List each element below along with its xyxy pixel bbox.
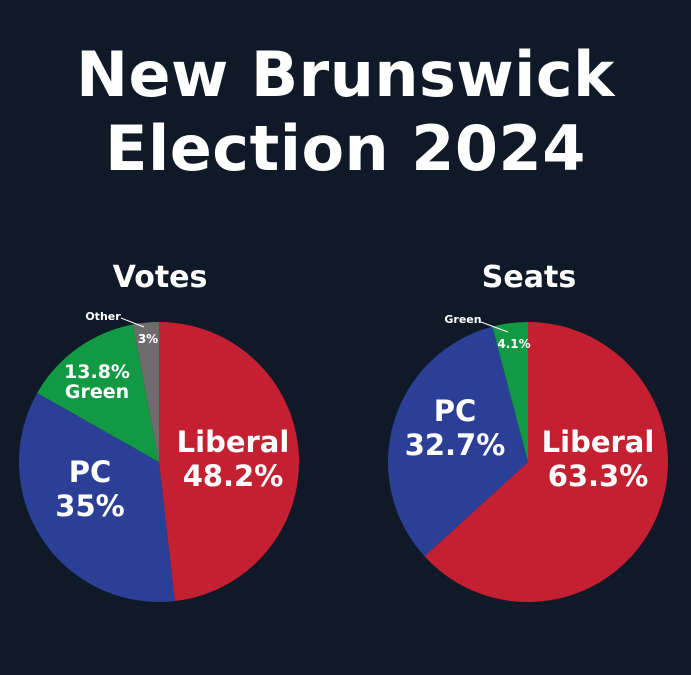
votes-label-green-value: 13.8% [64,361,130,383]
votes-label-liberal-name: Liberal [177,425,290,459]
votes-chart-title: Votes [112,260,208,295]
votes-leader-line-other [120,317,145,328]
title-line-1: New Brunswick [76,38,615,111]
title-line-2: Election 2024 [105,112,586,185]
votes-label-pc-name: PC [69,455,112,489]
votes-slice-green [37,324,160,462]
votes-label-green-name: Green [65,381,129,403]
votes-label-liberal-value: 48.2% [183,459,284,493]
votes-label-pc-value: 35% [55,489,124,523]
votes-label-other-name: Other [85,310,121,323]
votes-slice-liberal [159,322,300,602]
votes-slice-pc [18,393,175,603]
page-title: New Brunswick Election 2024 [0,38,691,186]
seats-chart-title: Seats [481,260,577,295]
votes-slice-other [132,322,159,462]
votes-label-other-value: 3% [138,332,158,346]
